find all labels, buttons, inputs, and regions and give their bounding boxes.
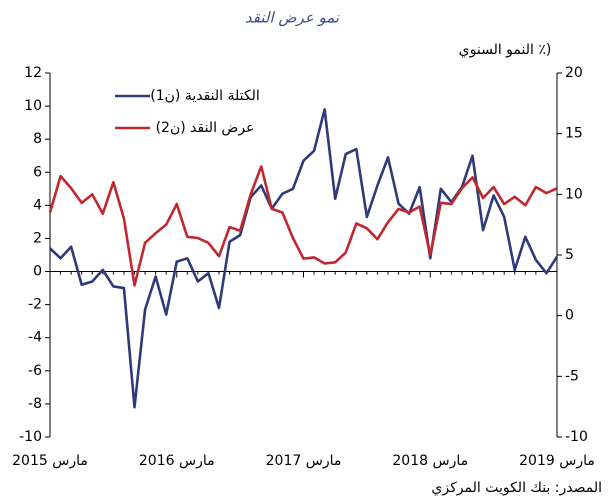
- y-tick-label: 10: [24, 98, 42, 114]
- chart-title: نمو عرض النقد: [245, 9, 340, 27]
- y2-tick-label: 10: [565, 186, 583, 202]
- y2-axis-label: (٪ النمو السنوي: [459, 42, 552, 58]
- y2-tick-label: 5: [565, 247, 574, 263]
- legend-label: الكتلة النقدية (ن1): [150, 88, 260, 104]
- y2-tick-label: 15: [565, 126, 583, 142]
- y2-tick-label: -10: [565, 429, 588, 445]
- y2-tick-label: 0: [565, 308, 574, 324]
- series-line: [48, 165, 558, 287]
- x-tick-label: مارس 2016: [139, 453, 215, 469]
- y-tick-label: 8: [33, 131, 42, 147]
- y-tick-label: -6: [28, 363, 42, 379]
- legend-label: عرض النقد (ن2): [156, 120, 255, 136]
- y-tick-label: 12: [24, 65, 42, 81]
- y-tick-label: 4: [33, 197, 42, 213]
- x-tick-label: مارس 2017: [266, 453, 342, 469]
- y2-tick-label: 20: [565, 65, 583, 81]
- y-tick-label: -4: [28, 330, 42, 346]
- y-tick-label: -10: [19, 429, 42, 445]
- x-tick-label: مارس 2015: [12, 453, 88, 469]
- y2-tick-label: -5: [565, 368, 579, 384]
- y-tick-label: 0: [33, 264, 42, 280]
- y-tick-label: 2: [33, 230, 42, 246]
- y-tick-label: -2: [28, 297, 42, 313]
- x-tick-label: مارس 2019: [519, 453, 595, 469]
- y-tick-label: -8: [28, 396, 42, 412]
- y-tick-label: 6: [33, 164, 42, 180]
- source: المصدر: بنك الكويت المركزي: [431, 480, 602, 496]
- x-tick-label: مارس 2018: [392, 453, 468, 469]
- series-line: [49, 108, 559, 409]
